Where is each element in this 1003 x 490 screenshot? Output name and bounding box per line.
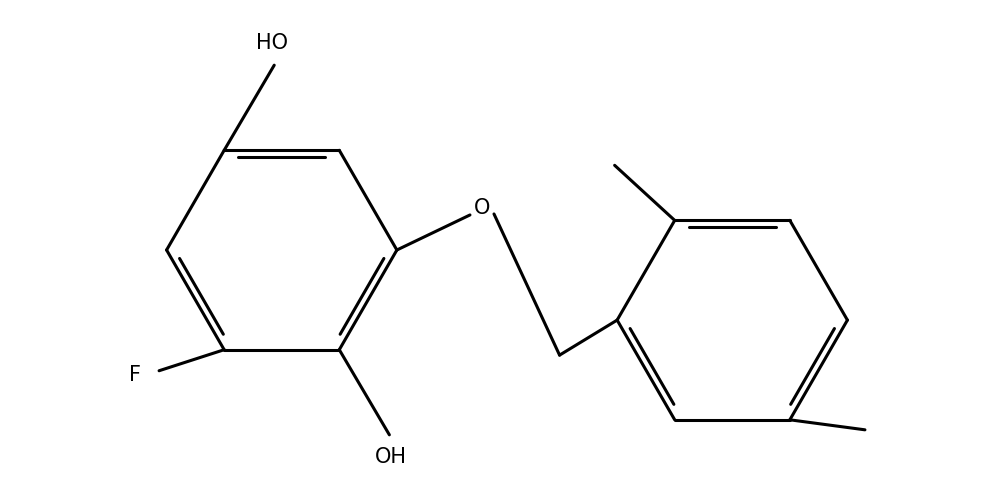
Text: HO: HO bbox=[256, 33, 288, 53]
Text: F: F bbox=[129, 365, 140, 385]
Text: OH: OH bbox=[375, 447, 407, 467]
Text: O: O bbox=[473, 198, 489, 218]
